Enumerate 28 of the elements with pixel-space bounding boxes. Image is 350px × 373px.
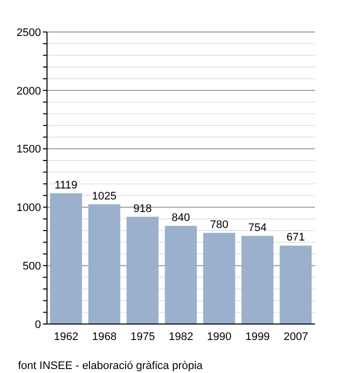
y-tick-label: 1000 (16, 202, 41, 214)
x-tick-label: 1990 (207, 330, 232, 343)
data-label: 780 (210, 218, 228, 231)
bar (50, 193, 82, 324)
data-label: 754 (248, 222, 267, 234)
data-label: 671 (286, 232, 305, 244)
x-tick-label: 1962 (54, 330, 78, 343)
bar (164, 226, 197, 324)
x-tick-label: 1999 (245, 330, 270, 343)
bar (126, 216, 159, 324)
bar (241, 236, 274, 324)
x-tick-label: 1968 (92, 330, 117, 343)
bar (203, 232, 236, 324)
x-tick-label: 1975 (130, 330, 155, 343)
text: font INSEE - elaboració gràfica pròpia (18, 360, 204, 372)
bar (280, 246, 312, 324)
y-tick-label: 1500 (16, 144, 41, 156)
data-label: 1119 (54, 179, 78, 192)
data-label: 840 (172, 212, 190, 224)
x-tick-label: 2007 (284, 330, 308, 343)
y-tick-label: 2500 (16, 26, 41, 39)
y-tick-label: 0 (34, 318, 41, 331)
data-label: 1025 (92, 190, 117, 202)
bar (88, 204, 120, 324)
y-tick-label: 2000 (16, 85, 41, 98)
x-tick-label: 1982 (168, 330, 194, 343)
data-label: 918 (133, 202, 152, 215)
y-tick-label: 500 (22, 260, 41, 273)
